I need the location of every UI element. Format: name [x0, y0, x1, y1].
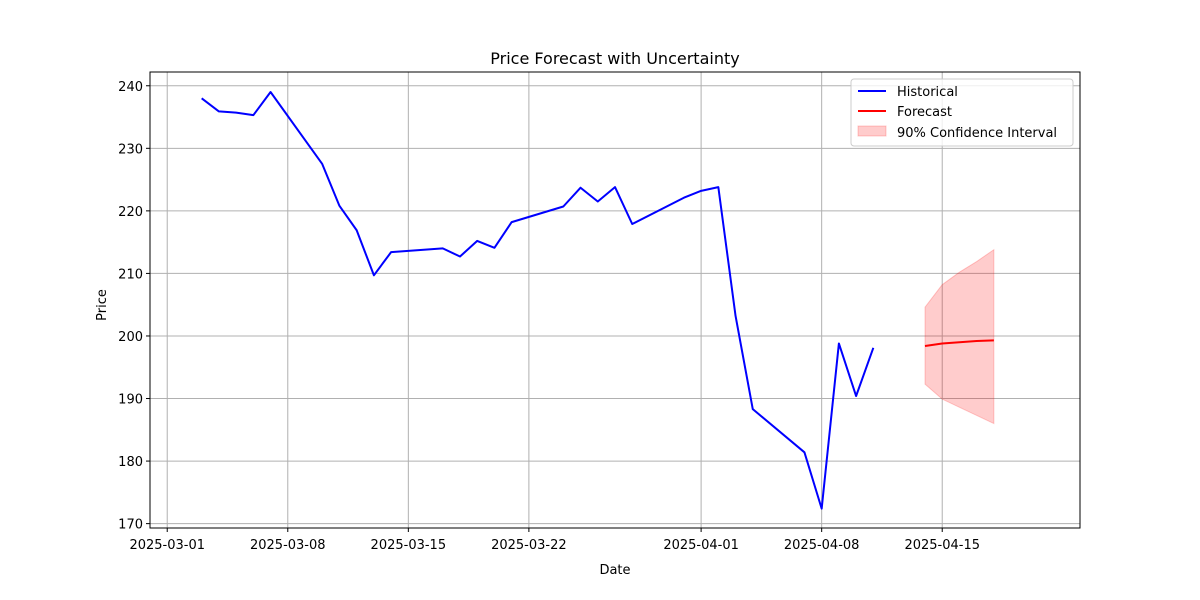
x-axis-title: Date	[599, 563, 630, 578]
y-axis-title: Price	[95, 289, 110, 321]
x-tick-label: 2025-04-08	[784, 538, 860, 553]
historical-series-line	[201, 91, 875, 510]
legend-frame	[850, 78, 1074, 147]
grid-lines	[150, 72, 1080, 528]
x-tick-label: 2025-03-08	[250, 538, 326, 553]
legend-label-forecast: Forecast	[897, 105, 952, 120]
forecast-series-line	[924, 339, 994, 347]
y-tick-label: 210	[118, 267, 143, 282]
x-tick-label: 2025-04-01	[663, 538, 739, 553]
y-tick-label: 180	[118, 455, 143, 470]
y-tick-label: 190	[118, 393, 143, 408]
confidence-band-layer	[924, 248, 995, 425]
x-tick-label: 2025-03-22	[491, 538, 567, 553]
y-tick-label: 240	[118, 80, 143, 95]
legend-label-historical: Historical	[897, 85, 958, 100]
x-tick-label: 2025-04-15	[904, 538, 980, 553]
legend-swatch-confidence	[857, 125, 887, 137]
series-layer	[201, 91, 994, 510]
y-tick-label: 230	[118, 142, 143, 157]
confidence-interval-band	[924, 248, 995, 425]
x-tick-label: 2025-03-15	[371, 538, 447, 553]
y-tick-label: 170	[118, 518, 143, 533]
y-tick-label: 200	[118, 330, 143, 345]
x-tick-label: 2025-03-01	[129, 538, 205, 553]
plot-area-frame	[149, 71, 1081, 529]
legend-label-confidence: 90% Confidence Interval	[897, 126, 1057, 141]
chart-title: Price Forecast with Uncertainty	[490, 49, 739, 68]
legend: Historical Forecast 90% Confidence Inter…	[850, 78, 1074, 147]
axis-ticks: 2025-03-01 2025-03-08 2025-03-15 2025-03-22…	[118, 80, 980, 553]
y-tick-label: 220	[118, 205, 143, 220]
